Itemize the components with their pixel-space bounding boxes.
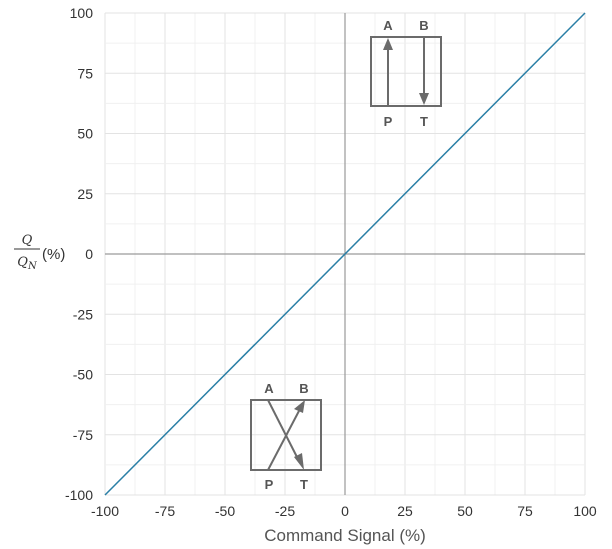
valve-symbol-crossed: A B P T xyxy=(250,381,322,492)
x-tick-label: 50 xyxy=(457,503,473,519)
arrow-up-right-icon xyxy=(294,400,305,413)
y-axis-label-denominator: QN xyxy=(17,255,38,272)
y-tick-label: 25 xyxy=(77,186,93,202)
arrow-down-right-icon xyxy=(294,453,304,470)
valve-box xyxy=(370,36,442,107)
x-tick-label: -25 xyxy=(275,503,295,519)
y-tick-labels: -100 -75 -50 -25 0 25 50 75 100 xyxy=(65,5,93,503)
x-tick-label: -75 xyxy=(155,503,175,519)
x-tick-label: 75 xyxy=(517,503,533,519)
y-tick-label: -25 xyxy=(73,306,93,322)
y-axis-label-unit: (%) xyxy=(42,246,65,263)
arrow-up-icon xyxy=(383,38,393,50)
x-tick-label: 0 xyxy=(341,503,349,519)
port-label-p: P xyxy=(384,114,393,129)
flow-line-p-to-b xyxy=(267,408,301,471)
x-tick-label: -100 xyxy=(91,503,119,519)
y-tick-label: 75 xyxy=(77,65,93,81)
port-label-b: B xyxy=(419,18,428,33)
y-tick-label: -75 xyxy=(73,427,93,443)
port-label-t: T xyxy=(420,114,428,129)
flow-line-a-to-t xyxy=(267,399,300,462)
port-label-a: A xyxy=(264,381,274,396)
series-line xyxy=(104,12,586,496)
y-tick-label: 0 xyxy=(85,246,93,262)
valve-symbol-parallel: A B P T xyxy=(370,18,442,129)
x-tick-label: 25 xyxy=(397,503,413,519)
y-tick-label: 100 xyxy=(70,5,94,21)
y-axis-label-numerator: Q xyxy=(22,233,33,248)
series-layer xyxy=(104,12,586,496)
valve-box xyxy=(250,399,322,471)
port-label-t: T xyxy=(300,477,308,492)
port-label-p: P xyxy=(265,477,274,492)
y-tick-label: 50 xyxy=(77,126,93,142)
y-tick-label: -50 xyxy=(73,367,93,383)
x-tick-label: -50 xyxy=(215,503,235,519)
port-label-a: A xyxy=(383,18,393,33)
x-tick-label: 100 xyxy=(573,503,597,519)
port-label-b: B xyxy=(299,381,308,396)
arrow-down-icon xyxy=(419,93,429,105)
y-axis-label: Q QN (%) xyxy=(14,233,65,272)
x-tick-labels: -100 -75 -50 -25 0 25 50 75 100 xyxy=(91,503,597,519)
y-tick-label: -100 xyxy=(65,487,93,503)
x-axis-title: Command Signal (%) xyxy=(264,526,426,545)
